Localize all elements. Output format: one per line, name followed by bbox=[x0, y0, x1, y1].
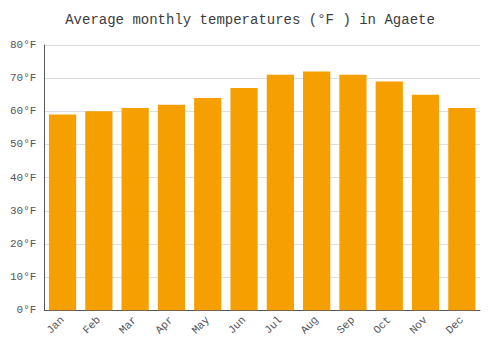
svg-text:60°F: 60°F bbox=[10, 105, 36, 117]
svg-text:Apr: Apr bbox=[153, 314, 175, 336]
svg-text:0°F: 0°F bbox=[17, 304, 37, 316]
svg-text:Nov: Nov bbox=[407, 314, 430, 337]
svg-text:40°F: 40°F bbox=[10, 172, 36, 184]
svg-text:May: May bbox=[190, 314, 213, 337]
svg-text:Jan: Jan bbox=[44, 314, 66, 336]
svg-text:Dec: Dec bbox=[444, 314, 466, 336]
svg-text:Feb: Feb bbox=[81, 314, 103, 336]
svg-text:80°F: 80°F bbox=[10, 39, 36, 51]
svg-text:50°F: 50°F bbox=[10, 138, 36, 150]
svg-text:Aug: Aug bbox=[298, 314, 320, 336]
svg-text:20°F: 20°F bbox=[10, 238, 36, 250]
svg-text:Jul: Jul bbox=[262, 314, 284, 336]
svg-text:10°F: 10°F bbox=[10, 271, 36, 283]
svg-text:30°F: 30°F bbox=[10, 205, 36, 217]
svg-text:Oct: Oct bbox=[371, 314, 393, 336]
svg-text:Sep: Sep bbox=[335, 314, 357, 336]
svg-text:Average monthly temperatures (: Average monthly temperatures (°F ) in Ag… bbox=[65, 12, 435, 28]
svg-text:Mar: Mar bbox=[117, 314, 139, 336]
svg-text:Jun: Jun bbox=[226, 314, 248, 336]
svg-text:70°F: 70°F bbox=[10, 72, 36, 84]
